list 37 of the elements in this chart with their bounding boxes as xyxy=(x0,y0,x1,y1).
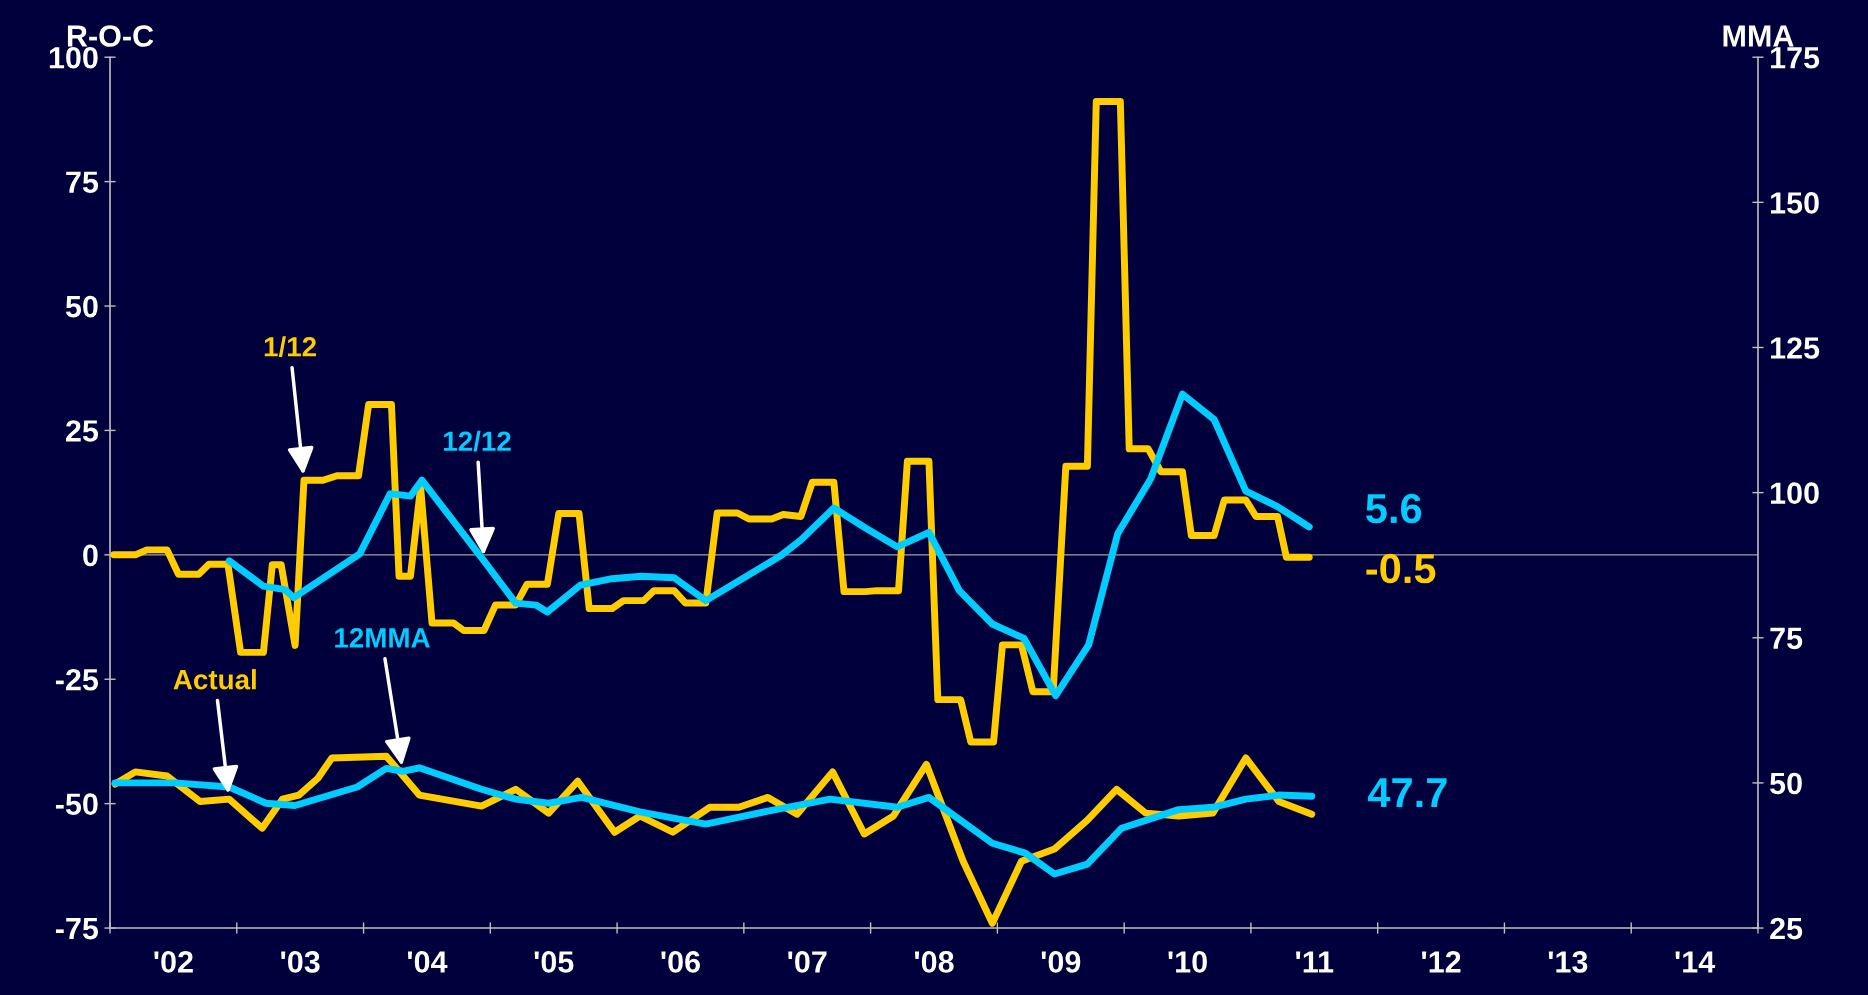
y-tick-label: 0 xyxy=(83,544,98,567)
x-tick-label: '03 xyxy=(281,951,320,973)
y-axis-title: R-O-C xyxy=(67,25,154,47)
y-tick-label: -25 xyxy=(55,668,99,691)
y-tick-label: 25 xyxy=(65,420,99,442)
x-tick-label: '09 xyxy=(1041,951,1081,973)
y2-tick-label: 125 xyxy=(1771,337,1820,359)
x-tick-label: '04 xyxy=(407,951,448,973)
text: Actual xyxy=(173,669,256,690)
x-tick-label: '05 xyxy=(534,951,574,973)
text: 1/12 xyxy=(264,336,317,357)
x-tick-label: '06 xyxy=(661,951,700,973)
y2-tick-label: 100 xyxy=(1771,482,1819,504)
series-label: 12/12 xyxy=(444,430,511,452)
y-tick-label: 100 xyxy=(49,46,98,69)
data-label: 5.6 xyxy=(1366,493,1422,524)
x-tick-label: '07 xyxy=(788,951,827,973)
x-tick-label: '14 xyxy=(1675,951,1716,973)
y2-tick-label: 75 xyxy=(1770,627,1803,650)
y-tick-label: 50 xyxy=(65,295,98,318)
data-label: 47.7 xyxy=(1367,778,1447,808)
y2-tick-label: 175 xyxy=(1771,47,1820,69)
y2-tick-label: 150 xyxy=(1771,192,1819,214)
x-tick-label: '13 xyxy=(1548,951,1588,973)
x-tick-label: '10 xyxy=(1168,951,1207,973)
y2-axis-title: MMA xyxy=(1723,25,1794,47)
y-tick-label: -75 xyxy=(55,918,99,940)
x-tick-label: '08 xyxy=(915,951,954,973)
y2-tick-label: 50 xyxy=(1770,772,1802,795)
data-label: -0.5 xyxy=(1366,553,1436,584)
y-tick-label: -50 xyxy=(55,793,98,816)
x-tick-label: '12 xyxy=(1422,951,1461,973)
y2-tick-label: 25 xyxy=(1770,917,1803,940)
text: 12MMA xyxy=(335,628,430,648)
x-tick-label: '11 xyxy=(1296,951,1334,973)
y-tick-label: 75 xyxy=(66,171,99,193)
x-tick-label: '02 xyxy=(154,951,193,973)
